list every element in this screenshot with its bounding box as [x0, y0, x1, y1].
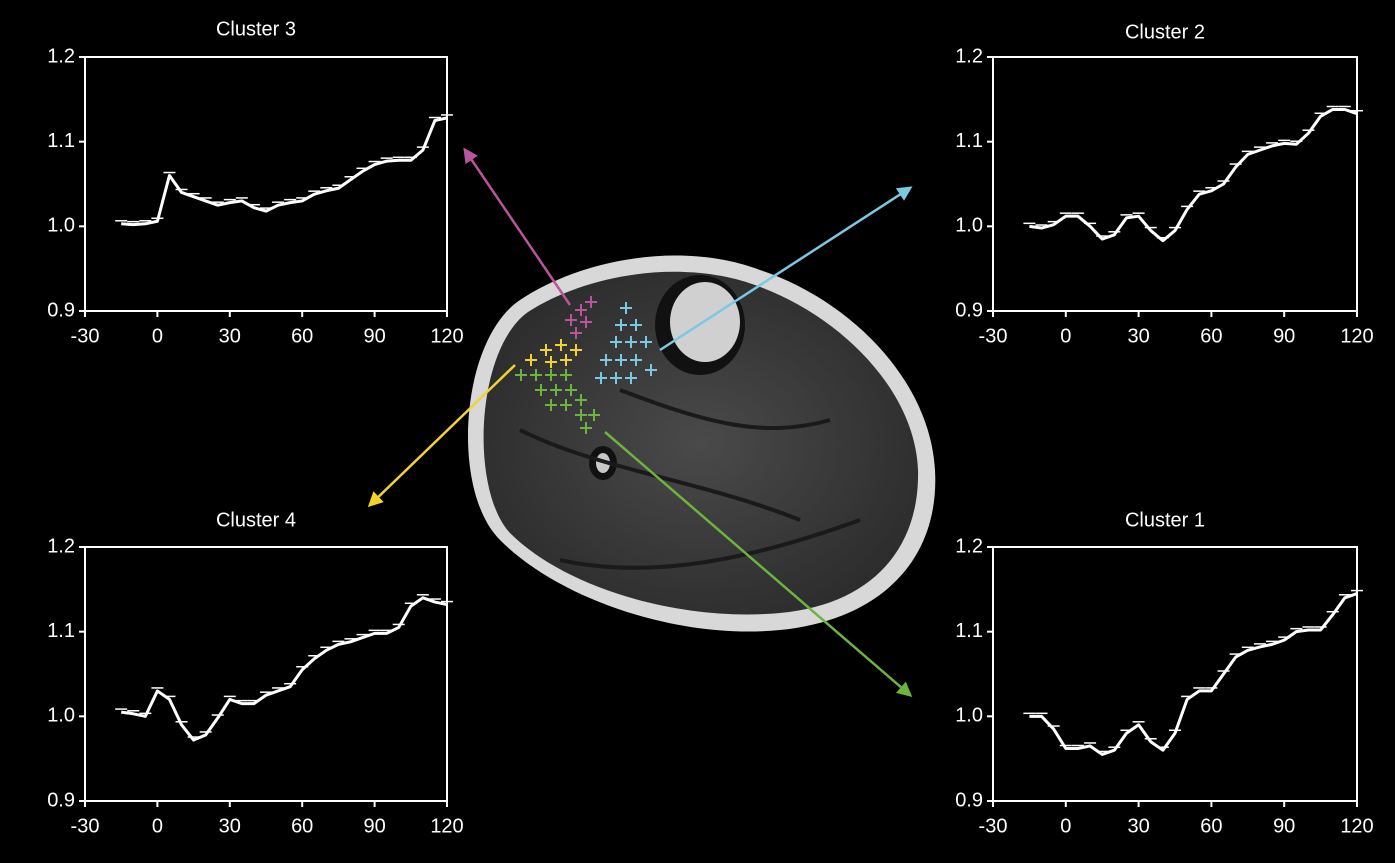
x-tick-label: 30 — [219, 815, 241, 837]
data-line — [121, 598, 447, 740]
x-tick-label: 120 — [1340, 815, 1373, 837]
y-tick-label: 1.1 — [955, 620, 983, 642]
y-tick-label: 1.0 — [955, 705, 983, 727]
data-line — [1029, 109, 1357, 240]
y-tick-label: 1.0 — [47, 215, 75, 237]
x-tick-label: 0 — [152, 325, 163, 347]
x-tick-label: -30 — [979, 325, 1008, 347]
y-tick-label: 1.1 — [47, 130, 75, 152]
y-tick-label: 1.0 — [47, 705, 75, 727]
y-tick-label: 1.2 — [955, 45, 983, 67]
chart-title: Cluster 2 — [1125, 21, 1205, 43]
x-tick-label: 90 — [1273, 325, 1295, 347]
y-tick-label: 0.9 — [955, 299, 983, 321]
data-line — [121, 118, 447, 225]
y-tick-label: 1.0 — [955, 215, 983, 237]
x-tick-label: 120 — [430, 325, 463, 347]
x-tick-label: 0 — [1060, 325, 1071, 347]
x-tick-label: 30 — [1127, 815, 1149, 837]
chart-title: Cluster 3 — [216, 18, 296, 40]
x-tick-label: 90 — [1273, 815, 1295, 837]
x-tick-label: 30 — [1127, 325, 1149, 347]
figure: Cluster 3 0.9 1.0 1.1 1.2 -30 0 30 60 90 120 Cluste… — [0, 0, 1395, 863]
x-tick-label: 90 — [363, 325, 385, 347]
y-tick-label: 0.9 — [955, 789, 983, 811]
x-tick-label: -30 — [71, 815, 100, 837]
plot-frame — [85, 547, 447, 801]
plot-frame — [993, 57, 1357, 311]
data-line — [1029, 594, 1357, 755]
chart-title: Cluster 1 — [1125, 509, 1205, 531]
plot-frame — [85, 57, 447, 311]
chart-title: Cluster 4 — [216, 509, 296, 531]
y-tick-label: 1.1 — [47, 620, 75, 642]
y-tick-label: 1.2 — [955, 535, 983, 557]
mri-image — [468, 256, 935, 632]
x-tick-label: 120 — [430, 815, 463, 837]
x-tick-label: 60 — [1200, 325, 1222, 347]
x-tick-label: -30 — [979, 815, 1008, 837]
x-tick-label: 60 — [1200, 815, 1222, 837]
x-tick-label: -30 — [71, 325, 100, 347]
y-tick-label: 1.2 — [47, 45, 75, 67]
x-tick-label: 60 — [291, 815, 313, 837]
y-tick-label: 0.9 — [47, 789, 75, 811]
plot-frame — [993, 547, 1357, 801]
y-tick-label: 0.9 — [47, 299, 75, 321]
x-tick-label: 90 — [363, 815, 385, 837]
y-tick-label: 1.2 — [47, 535, 75, 557]
x-tick-label: 60 — [291, 325, 313, 347]
x-tick-label: 0 — [152, 815, 163, 837]
x-tick-label: 120 — [1340, 325, 1373, 347]
x-tick-label: 0 — [1060, 815, 1071, 837]
x-tick-label: 30 — [219, 325, 241, 347]
y-tick-label: 1.1 — [955, 130, 983, 152]
